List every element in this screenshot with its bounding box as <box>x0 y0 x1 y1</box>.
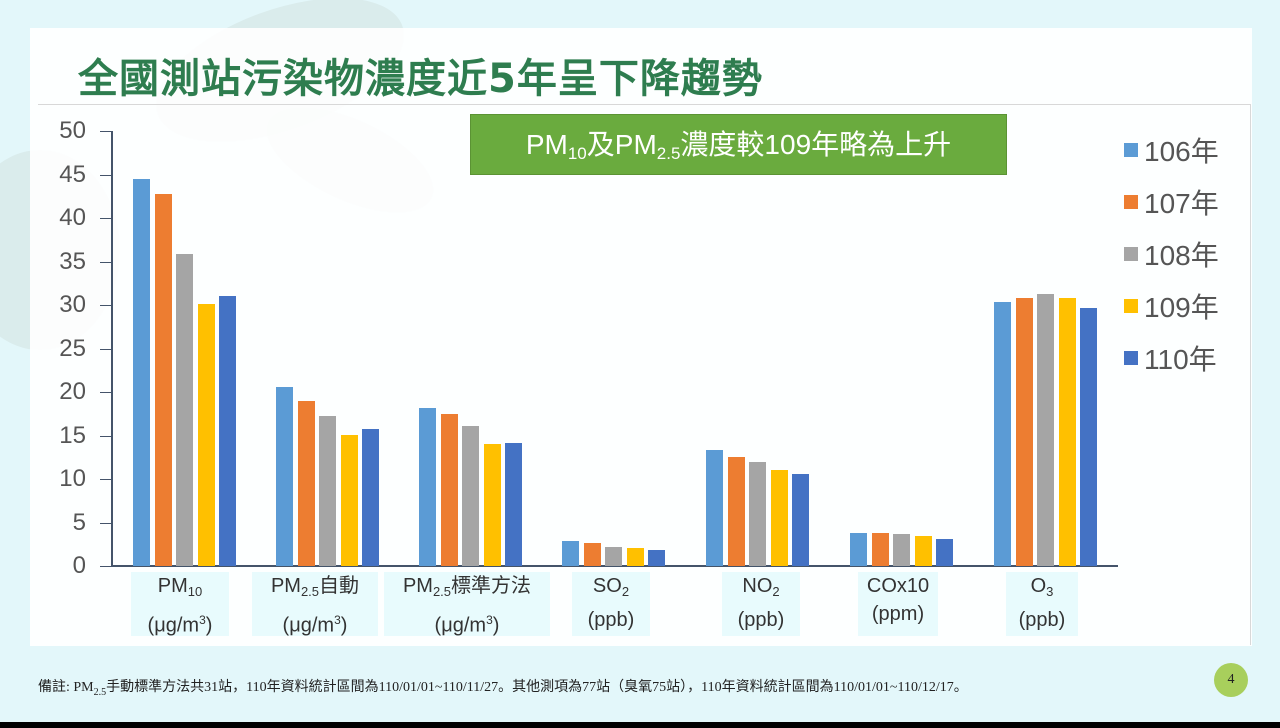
y-axis-tick-label: 35 <box>59 247 86 275</box>
bar-106-cat3 <box>562 540 579 566</box>
bar-110-cat3 <box>648 550 665 566</box>
y-axis-tick <box>100 131 112 132</box>
y-axis-tick-label: 45 <box>59 160 86 188</box>
bar-109-cat5 <box>914 536 932 566</box>
legend-swatch <box>1124 247 1138 261</box>
bar-108-cat2 <box>462 425 479 566</box>
bar-107-cat1 <box>297 400 315 566</box>
callout-text: 及PM <box>586 129 657 160</box>
bar-109-cat2 <box>483 444 501 566</box>
y-axis-tick <box>100 174 112 176</box>
x-axis-category-label: O3 (ppb) <box>1006 572 1078 636</box>
bar-107-cat4 <box>727 457 745 566</box>
bar-108-cat3 <box>605 546 622 566</box>
callout-text: PM <box>525 129 568 160</box>
bar-106-cat5 <box>850 532 867 566</box>
bar-110-cat6 <box>1080 307 1097 566</box>
y-axis-tick <box>100 435 112 437</box>
x-axis-category-label: NO2 (ppb) <box>722 572 800 636</box>
bar-109-cat4 <box>770 470 788 566</box>
x-axis-category-label: PM10 (μg/m3) <box>131 572 229 637</box>
legend-label: 108年 <box>1144 240 1219 271</box>
callout-subscript: 2.5 <box>656 144 681 163</box>
legend-item-108: 108年 <box>1124 228 1219 280</box>
page-number-badge: 4 <box>1214 663 1248 697</box>
footnote-text: 備註: PM <box>38 680 94 695</box>
legend-item-110: 110年 <box>1124 332 1219 384</box>
y-axis-tick <box>100 392 112 393</box>
y-axis-tick-label: 40 <box>59 204 86 231</box>
legend-label: 110年 <box>1144 344 1217 375</box>
bar-107-cat3 <box>583 543 601 566</box>
x-axis-category-label: SO2 (ppb) <box>572 572 650 636</box>
x-axis <box>112 565 1118 567</box>
x-axis-category-label: PM2.5自動 (μg/m3) <box>252 572 378 637</box>
bar-106-cat1 <box>276 386 293 566</box>
bar-109-cat6 <box>1058 298 1076 566</box>
y-axis-tick <box>100 305 112 306</box>
y-axis-tick <box>100 522 112 524</box>
bar-109-cat0 <box>197 304 215 566</box>
y-axis-tick <box>100 261 112 263</box>
legend-swatch <box>1124 351 1138 365</box>
bar-106-cat2 <box>419 407 436 566</box>
bar-106-cat6 <box>994 302 1011 566</box>
bar-110-cat2 <box>505 443 522 566</box>
y-axis-tick <box>100 348 112 350</box>
bar-107-cat5 <box>871 532 889 566</box>
legend-swatch <box>1124 195 1138 209</box>
bar-108-cat6 <box>1037 293 1054 566</box>
bar-108-cat1 <box>319 416 336 566</box>
x-axis-category-label: COx10 (ppm) <box>858 572 938 636</box>
bar-106-cat4 <box>706 450 723 566</box>
bar-110-cat0 <box>219 296 236 566</box>
footnote-text: 手動標準方法共31站，110年資料統計區間為110/01/01~110/11/2… <box>106 680 968 695</box>
y-axis-tick-label: 20 <box>59 378 86 405</box>
legend-label: 109年 <box>1144 292 1219 323</box>
x-axis-category-label: PM2.5標準方法 (μg/m3) <box>384 572 550 637</box>
y-axis-tick-label: 10 <box>59 465 86 492</box>
bar-108-cat4 <box>749 461 766 566</box>
callout-subscript: 10 <box>567 144 587 163</box>
bar-110-cat5 <box>936 539 953 566</box>
y-axis-tick <box>100 218 112 219</box>
bar-108-cat0 <box>176 253 193 566</box>
y-axis <box>111 131 113 566</box>
bar-110-cat1 <box>362 429 379 566</box>
legend-label: 106年 <box>1144 136 1219 167</box>
chart-frame <box>38 104 1251 645</box>
footnote-subscript: 2.5 <box>93 686 107 698</box>
legend-item-106: 106年 <box>1124 124 1219 176</box>
slide-title: 全國測站污染物濃度近5年呈下降趨勢 <box>78 56 763 102</box>
y-axis-tick-label: 5 <box>72 508 86 536</box>
bottom-bar <box>0 722 1280 728</box>
legend-swatch <box>1124 299 1138 313</box>
legend-item-107: 107年 <box>1124 176 1219 228</box>
y-axis-tick-label: 15 <box>59 421 86 449</box>
legend-label: 107年 <box>1144 188 1219 219</box>
bar-108-cat5 <box>893 533 910 566</box>
bar-110-cat4 <box>792 473 809 566</box>
bar-109-cat3 <box>626 547 644 566</box>
callout-text: 濃度較109年略為上升 <box>680 129 952 160</box>
chart-legend: 106年 107年 108年 109年 110年 <box>1124 124 1219 384</box>
y-axis-tick-label: 25 <box>59 334 86 362</box>
bar-109-cat1 <box>340 434 358 566</box>
footnote: 備註: PM2.5手動標準方法共31站，110年資料統計區間為110/01/01… <box>38 676 968 698</box>
y-axis-tick <box>100 566 112 567</box>
callout-box: PM10及PM2.5濃度較109年略為上升 <box>470 114 1007 175</box>
legend-swatch <box>1124 143 1138 157</box>
bar-107-cat2 <box>440 413 458 566</box>
bar-107-cat0 <box>154 193 172 566</box>
y-axis-tick <box>100 479 112 480</box>
y-axis-tick-label: 50 <box>59 117 86 144</box>
plot-area <box>112 131 1118 566</box>
legend-item-109: 109年 <box>1124 280 1219 332</box>
y-axis-tick-label: 30 <box>59 291 86 318</box>
bar-106-cat0 <box>133 178 150 566</box>
bar-107-cat6 <box>1015 298 1033 566</box>
y-axis-tick-label: 0 <box>72 552 86 579</box>
